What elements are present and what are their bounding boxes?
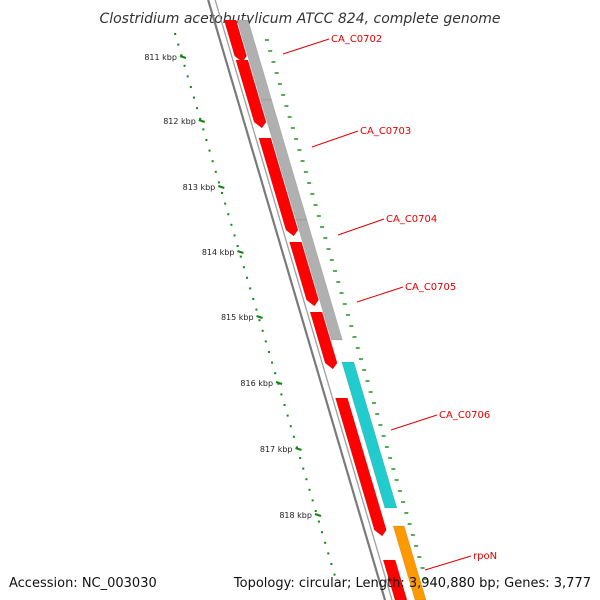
minor-tick: [264, 340, 267, 343]
minor-tick: [314, 510, 317, 512]
cds-arrow-1: [223, 19, 247, 63]
minor-tick: [280, 393, 283, 396]
minor-tick: [208, 149, 211, 152]
gene-leader-line: [337, 218, 385, 236]
gene-leader-line: [424, 555, 472, 571]
position-label: 816 kbp: [240, 379, 273, 388]
minor-tick: [180, 54, 183, 57]
minor-tick: [174, 33, 177, 35]
major-tick: [217, 184, 225, 190]
minor-tick: [199, 117, 202, 120]
cds-arrow-6: [335, 397, 387, 537]
minor-tick: [189, 86, 192, 88]
genome-summary-text: Topology: circular; Length: 3,940,880 bp…: [233, 576, 591, 591]
minor-tick: [333, 573, 336, 576]
major-tick: [256, 314, 263, 320]
minor-tick: [242, 266, 245, 269]
minor-tick: [299, 457, 302, 459]
minor-tick: [305, 478, 308, 481]
position-label: 811 kbp: [144, 53, 177, 62]
minor-tick: [292, 435, 295, 438]
gene-leader-line: [356, 286, 404, 303]
minor-tick: [308, 488, 311, 491]
minor-tick: [214, 170, 217, 173]
minor-tick: [327, 552, 330, 555]
minor-tick: [330, 563, 333, 565]
gene-label[interactable]: CA_C0702: [331, 34, 382, 45]
gene-label[interactable]: CA_C0705: [405, 282, 456, 293]
genome-title: Clostridium acetobutylicum ATCC 824, com…: [99, 11, 500, 27]
position-label: 814 kbp: [202, 248, 235, 257]
feature-tracks: [223, 19, 427, 600]
major-tick: [275, 380, 283, 386]
gene-leader-line: [282, 38, 330, 55]
position-axis: 811 kbp 812 kbp 813 kbp 814 kbp 815 kbp 816 k…: [144, 33, 428, 580]
cds-arrow-7: [382, 559, 408, 600]
minor-tick: [177, 43, 180, 46]
minor-tick: [233, 234, 236, 237]
position-label: 812 kbp: [163, 117, 196, 126]
ortholog-block-orange: [392, 525, 427, 600]
minor-tick: [286, 414, 289, 417]
cds-arrow-4: [289, 241, 319, 307]
minor-tick: [255, 308, 258, 311]
minor-tick: [311, 499, 314, 502]
backbone-line: [207, 0, 387, 600]
ortholog-block-3: [295, 219, 343, 341]
gene-label[interactable]: CA_C0703: [360, 126, 411, 137]
minor-tick: [261, 329, 264, 332]
minor-tick: [224, 202, 227, 205]
minor-tick: [221, 192, 224, 194]
minor-tick: [258, 319, 261, 322]
minor-tick: [183, 64, 186, 67]
minor-tick: [236, 245, 239, 247]
minor-tick: [317, 520, 320, 523]
position-label: 818 kbp: [279, 511, 312, 520]
gene-leader-line: [390, 414, 438, 431]
minor-tick: [252, 298, 255, 300]
major-tick: [295, 446, 302, 452]
accession-text: Accession: NC_003030: [9, 576, 157, 591]
minor-tick: [186, 75, 189, 78]
sequence-backbone: [207, 0, 393, 600]
major-tick: [179, 54, 187, 60]
cds-arrow-5: [309, 311, 338, 370]
major-tick: [198, 118, 206, 124]
gene-label[interactable]: rpoN: [473, 551, 497, 562]
gene-label[interactable]: CA_C0704: [386, 214, 437, 225]
minor-tick: [239, 255, 242, 258]
position-label: 813 kbp: [183, 183, 216, 192]
position-label: 815 kbp: [221, 313, 254, 322]
minor-tick: [302, 467, 305, 470]
minor-tick: [202, 128, 205, 131]
minor-tick: [271, 361, 274, 364]
minor-tick: [324, 541, 327, 544]
minor-tick: [196, 107, 199, 110]
backbone-shadow-line: [214, 0, 393, 600]
position-label: 817 kbp: [260, 445, 293, 454]
cds-arrow-3: [258, 137, 299, 237]
minor-tick: [267, 351, 270, 353]
minor-tick: [274, 372, 277, 375]
minor-tick: [205, 139, 208, 141]
cds-arrow-2: [235, 59, 267, 129]
minor-tick: [283, 404, 286, 406]
minor-tick: [230, 223, 233, 226]
minor-tick: [249, 287, 252, 290]
minor-tick: [246, 276, 249, 279]
minor-tick: [321, 531, 324, 534]
gene-labels: CA_C0702 CA_C0703 CA_C0704 CA_C0705 CA_C0706…: [282, 34, 497, 571]
major-tick: [237, 249, 244, 255]
gene-label[interactable]: CA_C0706: [439, 410, 490, 421]
gene-leader-line: [311, 130, 359, 148]
major-tick: [314, 512, 322, 518]
minor-tick: [211, 160, 214, 163]
ortholog-block-1: [236, 19, 273, 101]
ortholog-block-cyan: [341, 361, 398, 509]
minor-tick: [289, 425, 292, 428]
minor-tick: [227, 213, 230, 216]
minor-tick: [192, 96, 195, 99]
minor-tick: [217, 181, 220, 184]
